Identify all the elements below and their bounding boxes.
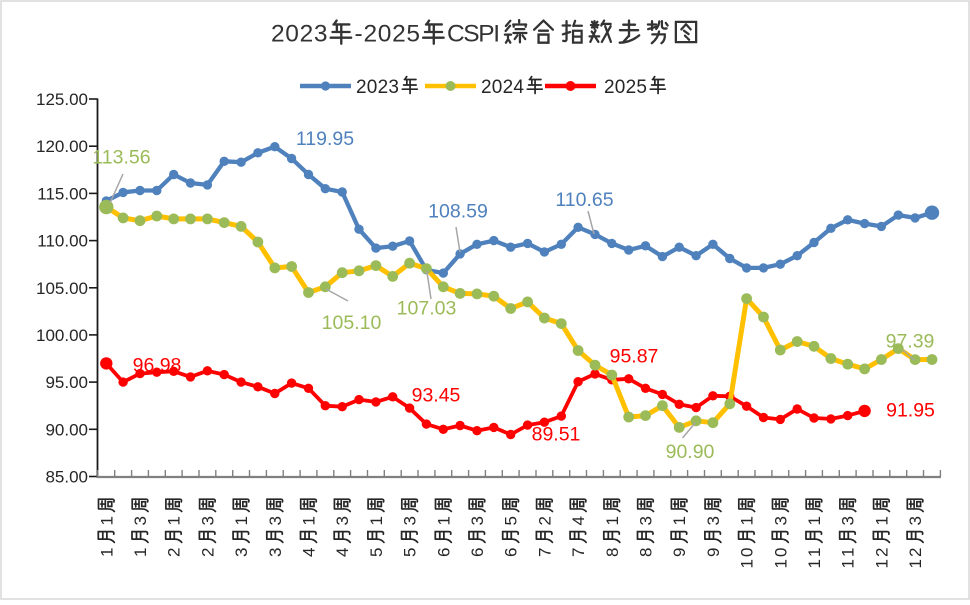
svg-text:0: 0 [771,548,790,557]
svg-text:96.98: 96.98 [133,354,182,376]
svg-text:115.00: 115.00 [37,184,88,203]
svg-text:1: 1 [367,516,386,525]
svg-text:95.87: 95.87 [610,345,659,367]
svg-text:108.59: 108.59 [428,200,488,222]
svg-text:110.00: 110.00 [37,232,88,251]
svg-text:1: 1 [805,516,824,525]
svg-text:1: 1 [805,548,824,557]
svg-text:7: 7 [569,548,588,557]
svg-text:125.00: 125.00 [36,90,88,109]
svg-text:1: 1 [906,559,925,568]
svg-text:95.00: 95.00 [45,373,88,392]
svg-text:3: 3 [401,516,420,525]
svg-text:2024: 2024 [481,77,524,98]
svg-text:0: 0 [738,548,757,557]
svg-text:1: 1 [603,516,622,525]
svg-text:1: 1 [839,559,858,568]
svg-text:1: 1 [872,559,891,568]
svg-text:4: 4 [569,516,588,525]
svg-text:2025: 2025 [604,77,647,98]
svg-text:2: 2 [165,548,184,557]
svg-text:4: 4 [300,548,319,557]
svg-text:4: 4 [333,548,352,557]
svg-text:1: 1 [738,516,757,525]
svg-text:3: 3 [232,548,251,557]
svg-text:2: 2 [198,548,217,557]
svg-text:2: 2 [535,516,554,525]
svg-text:6: 6 [502,548,521,557]
svg-text:1: 1 [300,516,319,525]
svg-text:3: 3 [839,516,858,525]
svg-text:2023: 2023 [356,77,399,98]
svg-text:2: 2 [872,548,891,557]
svg-text:1: 1 [738,559,757,568]
svg-text:100.00: 100.00 [36,326,88,345]
svg-text:3: 3 [333,516,352,525]
svg-text:3: 3 [771,516,790,525]
svg-text:5: 5 [502,516,521,525]
svg-text:1: 1 [131,548,150,557]
svg-text:9: 9 [704,548,723,557]
svg-text:1: 1 [805,559,824,568]
svg-text:97.39: 97.39 [886,330,935,352]
svg-text:2025: 2025 [364,21,421,48]
svg-text:8: 8 [603,548,622,557]
svg-text:113.56: 113.56 [92,146,150,168]
svg-text:105.10: 105.10 [322,312,382,334]
svg-text:3: 3 [704,516,723,525]
svg-text:93.45: 93.45 [412,384,461,406]
svg-text:1: 1 [232,516,251,525]
svg-text:110.65: 110.65 [555,189,613,211]
svg-text:107.03: 107.03 [397,297,457,319]
svg-text:1: 1 [839,548,858,557]
svg-text:5: 5 [367,548,386,557]
svg-text:85.00: 85.00 [45,468,88,487]
svg-text:105.00: 105.00 [36,279,88,298]
svg-text:3: 3 [266,516,285,525]
svg-text:89.51: 89.51 [532,423,581,445]
svg-text:7: 7 [535,548,554,557]
svg-text:1: 1 [97,548,116,557]
svg-text:5: 5 [401,548,420,557]
svg-text:1: 1 [434,516,453,525]
svg-text:8: 8 [637,548,656,557]
svg-text:1: 1 [97,516,116,525]
svg-text:1: 1 [165,516,184,525]
svg-text:2: 2 [906,548,925,557]
svg-text:119.95: 119.95 [296,128,354,150]
svg-text:91.95: 91.95 [886,399,935,421]
svg-text:3: 3 [468,516,487,525]
svg-text:9: 9 [670,548,689,557]
svg-text:90.00: 90.00 [45,420,88,439]
svg-text:120.00: 120.00 [36,137,88,156]
svg-text:1: 1 [872,516,891,525]
svg-text:2023: 2023 [271,21,328,48]
svg-text:3: 3 [198,516,217,525]
svg-text:1: 1 [771,559,790,568]
svg-text:1: 1 [670,516,689,525]
svg-text:3: 3 [131,516,150,525]
svg-text:3: 3 [266,548,285,557]
svg-text:90.90: 90.90 [666,441,715,463]
svg-text:6: 6 [468,548,487,557]
svg-text:CSPI: CSPI [447,21,500,48]
svg-text:-: - [355,21,363,48]
svg-text:3: 3 [906,516,925,525]
svg-text:6: 6 [434,548,453,557]
svg-text:3: 3 [637,516,656,525]
